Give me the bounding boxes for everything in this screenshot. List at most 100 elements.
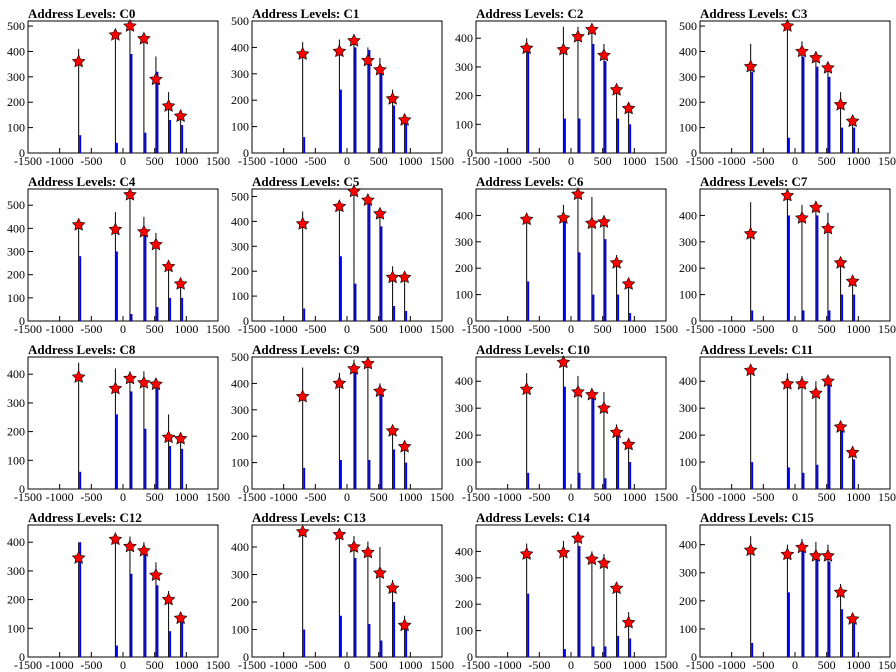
x-tick-label: -1500 [686,154,714,168]
peak-marker [833,97,848,111]
plot-frame [27,524,219,658]
x-tick-label: -1500 [462,490,490,504]
hist-spike-blue [787,467,790,489]
panel-title: Address Levels: C13 [252,510,366,525]
y-tick-label: 100 [231,289,249,303]
x-tick-label: 1000 [398,490,422,504]
y-tick-label: 200 [455,597,473,611]
peak-marker [556,42,571,56]
hist-spike-blue [181,297,184,321]
y-tick-label: 300 [7,396,25,410]
hist-spike-blue [144,428,147,489]
x-tick-label: -500 [80,154,102,168]
y-tick-label: 0 [243,314,249,328]
y-tick-label: 0 [19,314,25,328]
peak-marker [373,62,387,76]
y-tick-label: 400 [231,540,249,554]
peak-marker [780,376,795,390]
y-tick-label: 0 [691,146,697,160]
x-tick-label: 1000 [846,490,870,504]
hist-spike-blue [604,239,607,321]
panel-title: Address Levels: C15 [700,510,814,525]
hist-spike-blue [354,47,357,153]
hist-spike-blue [853,623,856,657]
peak-marker [173,431,188,445]
y-tick-label: 100 [231,623,249,637]
peak-marker [71,54,86,68]
hist-spike-blue [144,233,147,321]
x-tick-label: 500 [370,658,388,672]
peak-marker [821,60,835,74]
hist-spike-blue [130,391,133,489]
peak-marker [743,226,758,240]
hist-spike-blue [368,201,371,321]
y-tick-label: 400 [7,44,25,58]
hist-spike-blue [802,56,805,153]
hist-spike-blue [181,448,184,489]
y-tick-label: 300 [455,60,473,74]
hist-spike-blue [380,73,383,153]
hist-spike-blue [592,43,595,153]
x-tick-label: 500 [370,154,388,168]
hist-spike-blue [828,381,831,489]
x-tick-label: -1500 [14,322,42,336]
hist-spike-blue [527,593,530,657]
x-tick-label: 1500 [430,490,454,504]
panel-title: Address Levels: C5 [252,174,360,189]
y-tick-label: 400 [679,44,697,58]
peak-marker [71,217,86,231]
hist-spike-blue [841,294,844,321]
hist-spike-blue [802,550,805,657]
hist-spike-blue [156,307,159,321]
y-tick-label: 300 [231,239,249,253]
y-tick-label: 300 [679,401,697,415]
peak-marker [585,22,599,36]
y-tick-label: 300 [455,401,473,415]
panel-title: Address Levels: C9 [252,342,360,357]
hist-spike-blue [115,645,118,657]
y-tick-label: 500 [7,19,25,33]
y-tick-label: 0 [19,482,25,496]
peak-marker [71,550,86,564]
peak-marker [821,221,835,235]
hist-spike-blue [841,127,844,153]
hist-spike-blue [156,585,159,657]
panel-1: Address Levels: C10100200300400500-1500-… [231,6,454,168]
x-tick-label: -500 [528,154,550,168]
hist-spike-blue [578,546,581,657]
y-tick-label: 400 [231,214,249,228]
hist-spike-blue [629,313,632,321]
peak-marker [809,548,823,562]
peak-marker [295,524,310,538]
y-tick-label: 200 [231,429,249,443]
x-tick-label: -500 [752,154,774,168]
peak-marker [621,437,636,451]
y-tick-label: 100 [231,120,249,134]
y-tick-label: 0 [243,482,249,496]
x-tick-label: -500 [752,490,774,504]
hist-spike-blue [617,118,620,153]
x-tick-label: 1000 [398,154,422,168]
y-tick-label: 300 [7,70,25,84]
peak-marker [123,371,137,385]
hist-spike-blue [405,311,408,321]
x-tick-label: -1000 [494,322,522,336]
x-tick-label: 500 [818,658,836,672]
hist-spike-blue [563,215,566,321]
panel-title: Address Levels: C0 [28,6,135,21]
y-tick-label: 200 [7,593,25,607]
peak-marker [821,374,835,388]
hist-spike-blue [405,624,408,657]
peak-marker [519,41,534,55]
hist-spike-blue [303,308,306,321]
hist-spike-blue [816,215,819,321]
peak-marker [795,210,809,224]
hist-spike-blue [368,459,371,489]
hist-spike-blue [828,561,831,657]
x-tick-label: 1000 [174,322,198,336]
y-tick-label: 0 [19,650,25,664]
hist-spike-blue [563,118,566,153]
y-tick-label: 0 [243,650,249,664]
peak-marker [385,423,400,437]
x-tick-label: 1000 [846,154,870,168]
